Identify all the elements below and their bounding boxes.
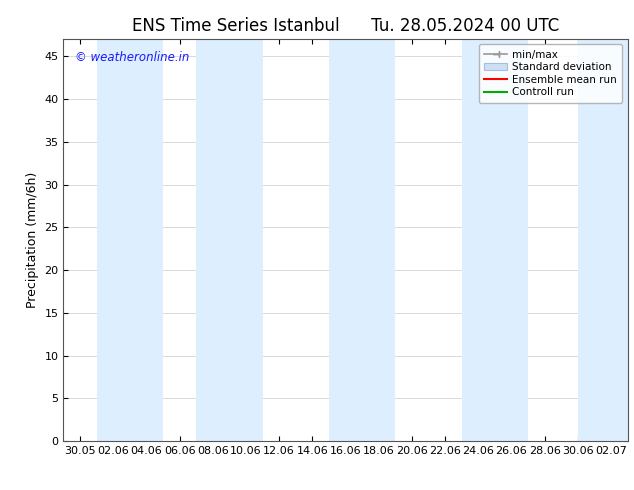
Bar (329, 39, 396, 441)
Y-axis label: Precipitation (mm/6h): Precipitation (mm/6h) (26, 172, 39, 308)
Bar (96, 39, 163, 441)
Title: ENS Time Series Istanbul      Tu. 28.05.2024 00 UTC: ENS Time Series Istanbul Tu. 28.05.2024 … (132, 17, 559, 35)
Text: © weatheronline.in: © weatheronline.in (75, 51, 189, 64)
Bar (462, 39, 528, 441)
Bar (578, 39, 628, 441)
Legend: min/max, Standard deviation, Ensemble mean run, Controll run: min/max, Standard deviation, Ensemble me… (479, 45, 623, 102)
Bar (196, 39, 262, 441)
